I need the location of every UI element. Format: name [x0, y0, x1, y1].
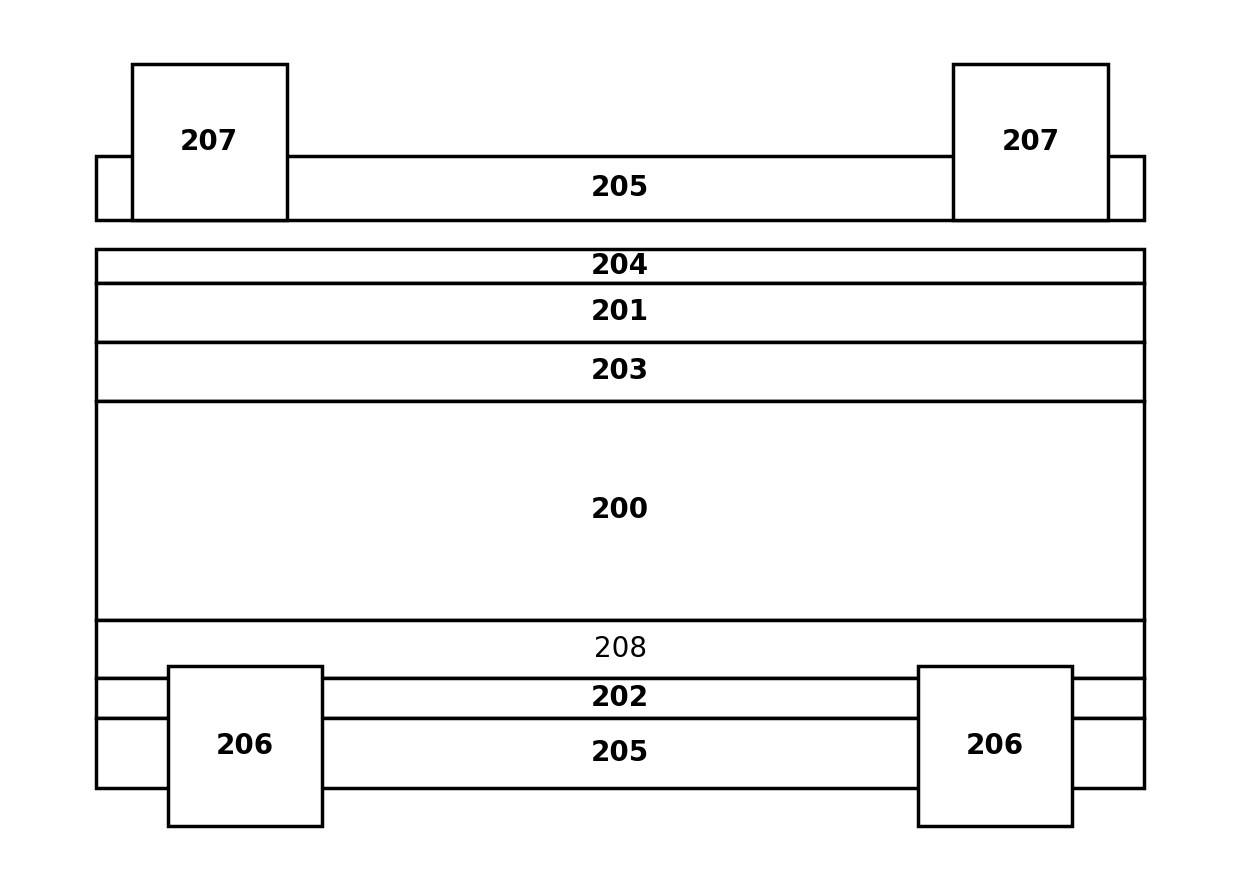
Text: 205: 205 — [591, 739, 649, 767]
Text: 207: 207 — [1002, 128, 1060, 156]
Bar — [167, 666, 322, 826]
Bar — [131, 64, 286, 219]
Text: 204: 204 — [591, 252, 649, 280]
Text: 207: 207 — [180, 128, 238, 156]
Text: 205: 205 — [591, 174, 649, 202]
Bar — [97, 249, 1143, 282]
Text: 208: 208 — [594, 635, 646, 663]
Bar — [131, 64, 286, 219]
Text: 200: 200 — [591, 496, 649, 524]
Bar — [97, 718, 1143, 788]
Text: 206: 206 — [216, 731, 274, 759]
Text: 203: 203 — [591, 357, 649, 385]
Bar — [97, 401, 1143, 619]
Bar — [954, 64, 1109, 219]
Bar — [954, 64, 1109, 219]
Bar — [97, 342, 1143, 401]
Bar — [167, 666, 322, 826]
Text: 206: 206 — [966, 731, 1024, 759]
Text: 202: 202 — [591, 684, 649, 712]
Bar — [918, 666, 1073, 826]
Bar — [97, 619, 1143, 679]
Bar — [97, 156, 1143, 219]
Bar — [97, 679, 1143, 718]
Bar — [97, 282, 1143, 342]
Text: 201: 201 — [591, 298, 649, 326]
Bar — [918, 666, 1073, 826]
